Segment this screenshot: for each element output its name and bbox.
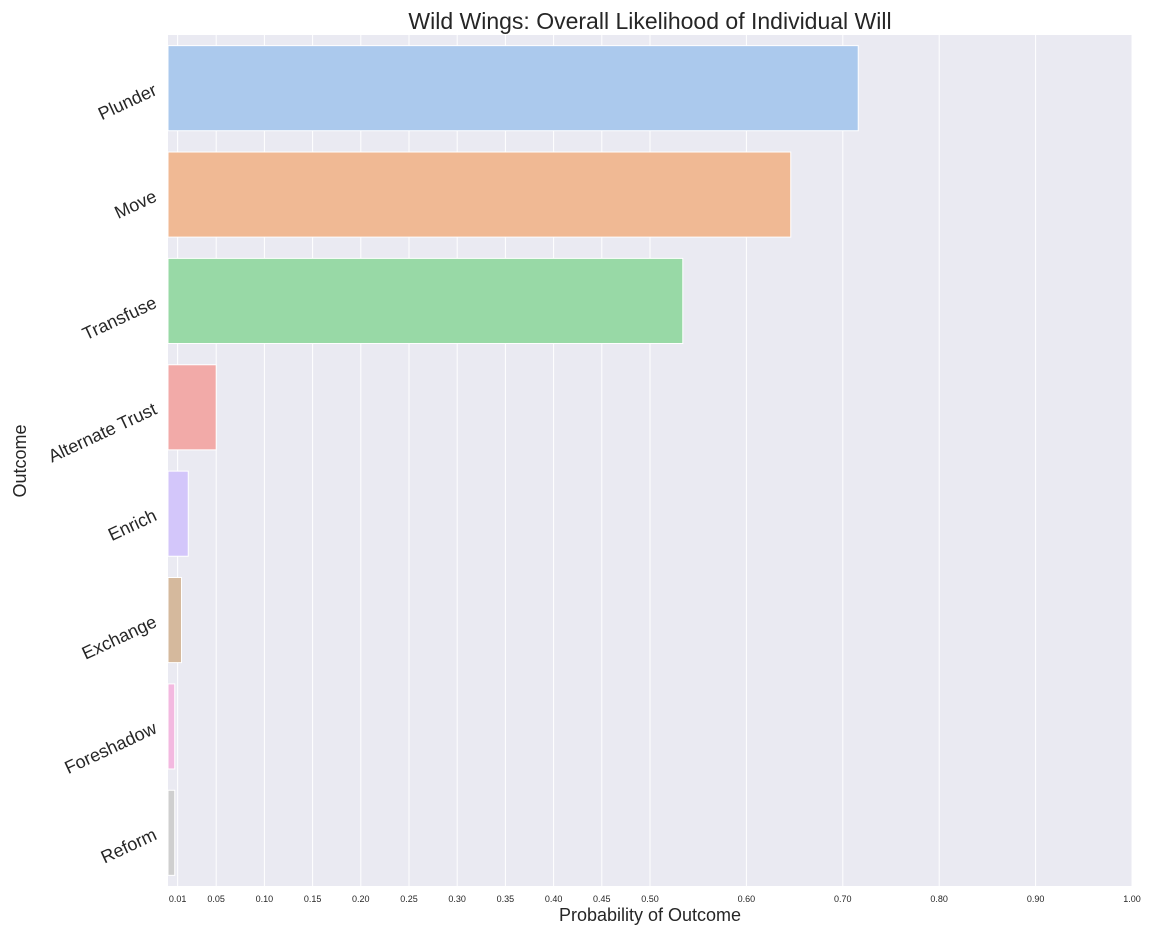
bar-plunder — [167, 45, 859, 132]
x-tick-label: 0.60 — [738, 894, 756, 904]
x-axis-label: Probability of Outcome — [559, 905, 741, 925]
x-tick-label: 0.25 — [400, 894, 418, 904]
bar-transfuse — [167, 257, 684, 344]
x-tick-label: 0.05 — [207, 894, 225, 904]
y-tick-label: Alternate Trust — [45, 399, 160, 467]
x-tick-label: 0.15 — [304, 894, 322, 904]
bar-exchange — [167, 577, 182, 664]
x-tick-label: 0.50 — [641, 894, 659, 904]
bar-move — [167, 151, 792, 238]
x-tick-label: 1.00 — [1123, 894, 1141, 904]
y-tick-label: Exchange — [79, 612, 160, 664]
y-tick-labels: Plunder Move Transfuse Alternate Trust Enric… — [45, 80, 160, 868]
bar-alternate-trust — [167, 364, 217, 451]
chart-title: Wild Wings: Overall Likelihood of Indivi… — [408, 8, 891, 34]
x-tick-label: 0.80 — [930, 894, 948, 904]
y-axis-label: Outcome — [10, 424, 30, 497]
x-tick-label: 0.01 — [169, 894, 187, 904]
bar-reform — [167, 789, 176, 876]
x-tick-label: 0.70 — [834, 894, 852, 904]
x-tick-label: 0.20 — [352, 894, 370, 904]
x-tick-labels: 0.01 0.05 0.10 0.15 0.20 0.25 0.30 0.35 0.40 0.45… — [169, 894, 1141, 904]
y-tick-label: Move — [111, 186, 159, 223]
x-tick-label: 0.30 — [448, 894, 466, 904]
x-tick-label: 0.10 — [256, 894, 274, 904]
x-tick-label: 0.45 — [593, 894, 611, 904]
x-tick-label: 0.40 — [545, 894, 563, 904]
bars — [167, 45, 859, 876]
y-tick-label: Transfuse — [79, 292, 159, 344]
x-tick-label: 0.90 — [1027, 894, 1045, 904]
bar-enrich — [167, 470, 189, 557]
bar-foreshadow — [167, 683, 176, 770]
x-tick-label: 0.35 — [497, 894, 515, 904]
y-tick-label: Plunder — [95, 80, 160, 124]
y-tick-label: Reform — [98, 824, 160, 867]
y-tick-label: Enrich — [105, 505, 160, 545]
y-tick-label: Foreshadow — [61, 718, 160, 778]
